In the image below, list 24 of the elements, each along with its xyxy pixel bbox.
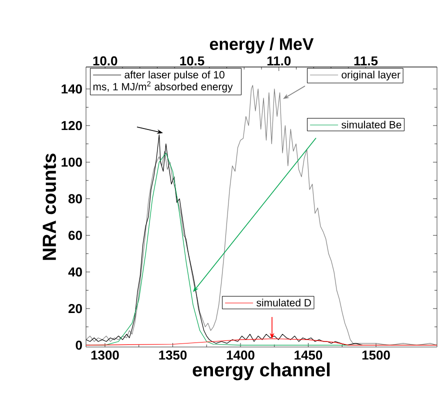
x-tick-label: 1450 [294, 350, 322, 360]
x-tick-label: 1350 [159, 350, 187, 360]
x2-tick-label: 11.0 [267, 56, 291, 66]
legend-label: after laser pulse of 10 ms, 1 MJ/m$^{2}$ absorbed energy [93, 70, 233, 92]
x2-tick-label: 10.0 [93, 56, 118, 66]
y-tick-label: 140 [62, 84, 82, 94]
x2-tick-label: 11.5 [354, 56, 378, 66]
y-tick-label: 60 [68, 230, 82, 240]
x2-tick-label: 10.5 [180, 56, 204, 66]
y-tick-label: 20 [68, 304, 82, 314]
x-tick-label: 1400 [226, 350, 254, 360]
x-axis-title: energy channel [192, 362, 330, 380]
legend-label: simulated Be [342, 120, 402, 128]
y-tick-label: 0 [76, 340, 82, 350]
y-tick-label: 120 [62, 120, 82, 130]
y-axis-title: NRA counts [42, 154, 56, 260]
legend-label: original layer [342, 70, 400, 80]
x-tick-label: 1300 [91, 350, 119, 360]
y-tick-label: 100 [62, 158, 82, 167]
legend-label: simulated D [256, 298, 311, 306]
y-tick-label: 80 [68, 194, 82, 204]
x-tick-label: 1500 [362, 350, 390, 360]
x2-axis-title: energy / MeV [210, 38, 314, 54]
y-tick-label: 40 [68, 267, 82, 277]
